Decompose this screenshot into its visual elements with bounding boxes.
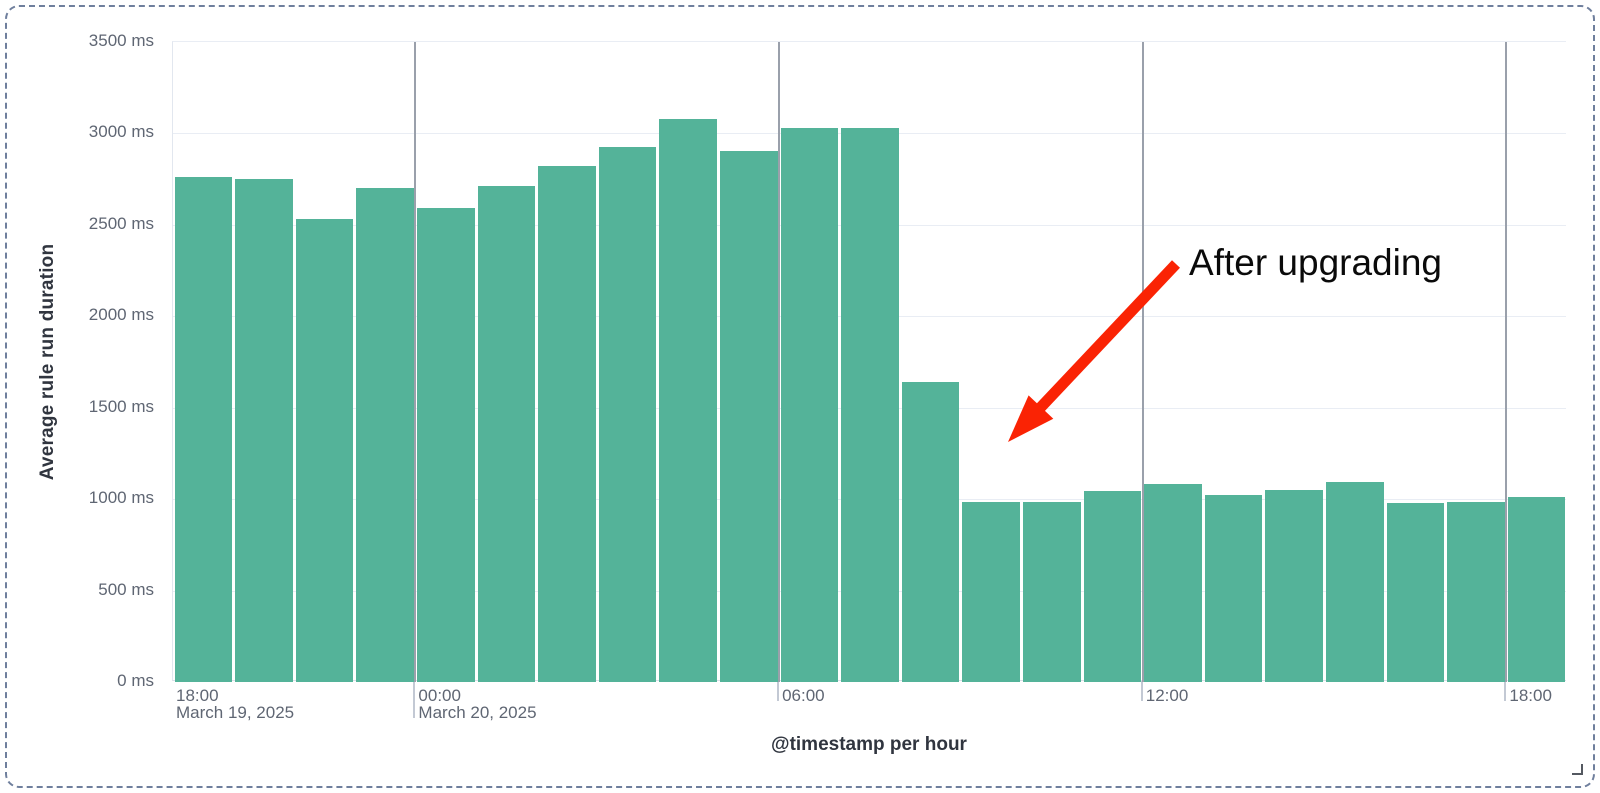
bar-04:00[interactable] — [659, 118, 717, 682]
x-tick-label-18:00: 18:00 — [176, 686, 219, 705]
bar-23:00[interactable] — [356, 188, 414, 682]
annotation-label: After upgrading — [1189, 242, 1443, 283]
x-tick-label-18:00: 18:00 — [1509, 686, 1552, 705]
plot-area — [172, 41, 1566, 682]
bar-16:00[interactable] — [1386, 502, 1445, 682]
y-tick-label-2500: 2500 ms — [88, 213, 154, 233]
bar-14:00[interactable] — [1265, 490, 1324, 682]
bar-13:00[interactable] — [1204, 494, 1263, 682]
time-boundary-line-18:00 — [1505, 42, 1508, 682]
y-tick-label-0: 0 ms — [117, 671, 154, 690]
axis-tick-00:00 — [413, 681, 416, 718]
bar-03:00[interactable] — [598, 147, 657, 682]
x-tick-label-12:00: 12:00 — [1145, 686, 1189, 705]
bar-21:00[interactable] — [235, 179, 293, 682]
axis-tick-18:00 — [1504, 681, 1507, 701]
x-date-label: March 20, 2025 — [418, 703, 537, 722]
bar-17:00[interactable] — [1447, 501, 1505, 682]
bar-06:00[interactable] — [780, 127, 839, 682]
bar-15:00[interactable] — [1326, 481, 1384, 682]
bar-08:00[interactable] — [901, 382, 960, 682]
y-tick-label-2000: 2000 ms — [88, 305, 154, 325]
x-tick-label-06:00: 06:00 — [782, 686, 825, 705]
axis-tick-12:00 — [1140, 681, 1143, 701]
time-boundary-line-00:00 — [414, 42, 417, 682]
y-tick-label-500: 500 ms — [98, 579, 154, 599]
bar-10:00[interactable] — [1023, 501, 1081, 682]
bar-22:00[interactable] — [295, 219, 354, 682]
y-tick-label-3500: 3500 ms — [88, 31, 154, 50]
bar-20:00[interactable] — [174, 177, 233, 682]
bar-12:00[interactable] — [1144, 483, 1202, 682]
bar-00:00[interactable] — [416, 208, 475, 682]
bar-05:00[interactable] — [719, 150, 778, 682]
axis-tick-06:00 — [777, 681, 780, 701]
x-date-label: March 19, 2025 — [176, 703, 295, 722]
bar-18:00[interactable] — [1507, 497, 1566, 682]
bar-02:00[interactable] — [538, 166, 596, 682]
y-tick-label-1000: 1000 ms — [88, 488, 154, 508]
time-boundary-line-06:00 — [778, 42, 781, 682]
y-tick-label-3000: 3000 ms — [88, 122, 154, 142]
resize-handle-icon[interactable] — [1572, 764, 1583, 775]
x-tick-label-00:00: 00:00 — [418, 686, 461, 705]
y-axis-title: Average rule run duration — [37, 243, 58, 481]
bar-09:00[interactable] — [962, 501, 1020, 682]
bar-01:00[interactable] — [477, 186, 536, 682]
bar-07:00[interactable] — [841, 127, 899, 682]
y-tick-label-1500: 1500 ms — [88, 396, 154, 416]
x-axis-title: @timestamp per hour — [771, 734, 967, 755]
bar-11:00[interactable] — [1083, 490, 1142, 682]
